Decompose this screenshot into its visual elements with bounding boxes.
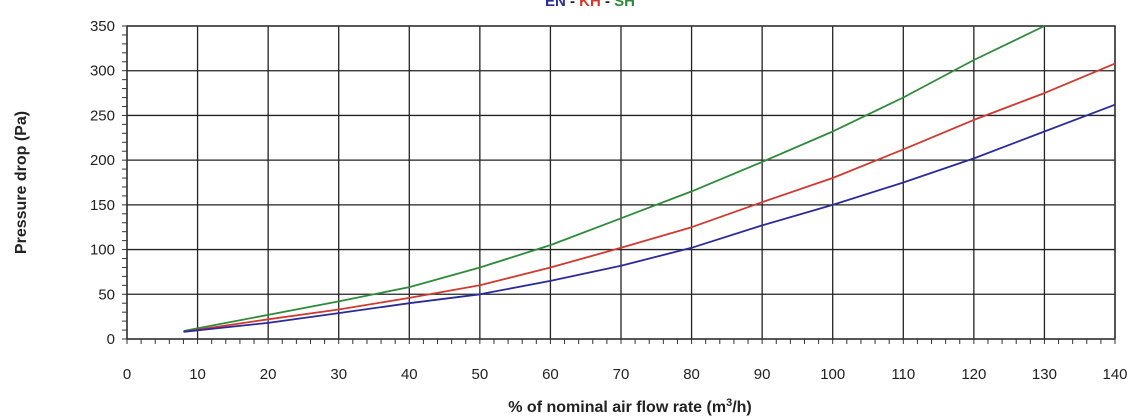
x-tick-label: 0 [123,366,131,383]
legend-part: - [566,0,579,10]
x-tick-label: 20 [260,366,277,383]
y-tick-label: 50 [98,286,115,303]
x-tick-label: 80 [683,366,700,383]
x-tick-label: 120 [961,366,986,383]
x-tick-label: 70 [613,366,630,383]
x-tick-label: 40 [401,366,418,383]
x-tick-label: 50 [472,366,489,383]
x-axis-title: % of nominal air flow rate (m3/h) [508,397,751,416]
x-tick-label: 140 [1102,366,1127,383]
y-axis-tick-labels: 0 50 100 150 200 250 300 350 [90,18,115,348]
x-tick-label: 100 [820,366,845,383]
y-tick-label: 300 [90,63,115,80]
series-line [183,103,1116,333]
legend-part: SH [614,0,635,10]
y-tick-label: 100 [90,242,115,259]
x-tick-label: 110 [891,366,915,383]
legend-part: - [601,0,614,10]
series-line [183,62,1116,333]
series-lines [183,25,1116,333]
y-tick-label: 150 [90,197,115,214]
x-tick-label: 30 [330,366,347,383]
legend-part: KH [579,0,601,10]
y-tick-label: 350 [90,18,115,35]
x-axis-title-text: % of nominal air flow rate (m [508,399,726,416]
y-tick-label: 200 [90,152,115,169]
x-axis-minor-ticks [122,25,1116,344]
x-tick-label: 90 [754,366,771,383]
legend-part: EN [545,0,566,10]
x-tick-label: 10 [189,366,206,383]
x-tick-label: 130 [1032,366,1057,383]
chart-grid [126,25,1116,340]
x-axis-title-superscript: 3 [726,397,732,409]
y-tick-label: 0 [107,331,115,348]
x-axis-tick-labels: 0 10 20 30 40 50 60 70 80 90 100 110 120 130 140 [123,366,1128,383]
y-axis-title: Pressure drop (Pa) [13,111,30,254]
series-legend-title: EN - KH - SH [545,0,635,10]
x-tick-label: 60 [542,366,559,383]
y-tick-label: 250 [90,107,115,124]
x-axis-title-end: /h) [732,399,752,416]
series-line [183,25,1045,332]
